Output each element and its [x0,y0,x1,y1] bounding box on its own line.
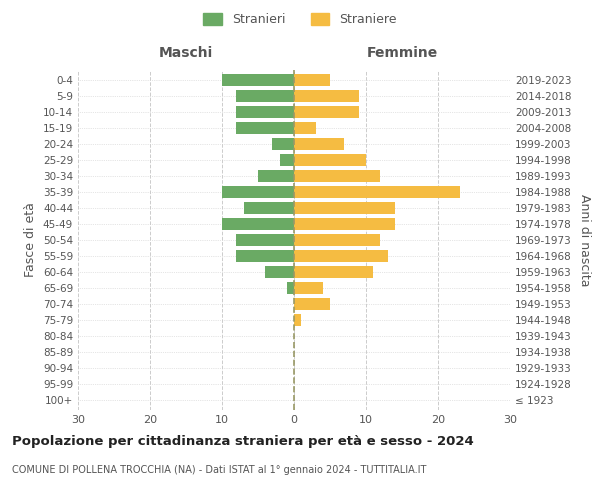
Bar [294,170,380,182]
Bar [236,234,294,246]
Bar [294,202,395,214]
Bar [294,122,316,134]
Text: Maschi: Maschi [159,46,213,60]
Text: Femmine: Femmine [367,46,437,60]
Bar [294,266,373,278]
Bar [222,186,294,198]
Bar [272,138,294,150]
Bar [236,250,294,262]
Y-axis label: Anni di nascita: Anni di nascita [578,194,591,286]
Bar [294,90,359,102]
Bar [265,266,294,278]
Bar [287,282,294,294]
Bar [236,122,294,134]
Bar [294,154,366,166]
Bar [222,74,294,86]
Bar [236,106,294,118]
Text: COMUNE DI POLLENA TROCCHIA (NA) - Dati ISTAT al 1° gennaio 2024 - TUTTITALIA.IT: COMUNE DI POLLENA TROCCHIA (NA) - Dati I… [12,465,427,475]
Bar [294,138,344,150]
Bar [258,170,294,182]
Bar [294,234,380,246]
Bar [294,250,388,262]
Bar [294,314,301,326]
Text: Popolazione per cittadinanza straniera per età e sesso - 2024: Popolazione per cittadinanza straniera p… [12,435,474,448]
Bar [244,202,294,214]
Bar [222,218,294,230]
Bar [294,282,323,294]
Bar [294,106,359,118]
Bar [294,298,330,310]
Bar [294,74,330,86]
Bar [294,186,460,198]
Bar [280,154,294,166]
Legend: Stranieri, Straniere: Stranieri, Straniere [197,6,403,32]
Y-axis label: Fasce di età: Fasce di età [25,202,37,278]
Bar [294,218,395,230]
Bar [236,90,294,102]
